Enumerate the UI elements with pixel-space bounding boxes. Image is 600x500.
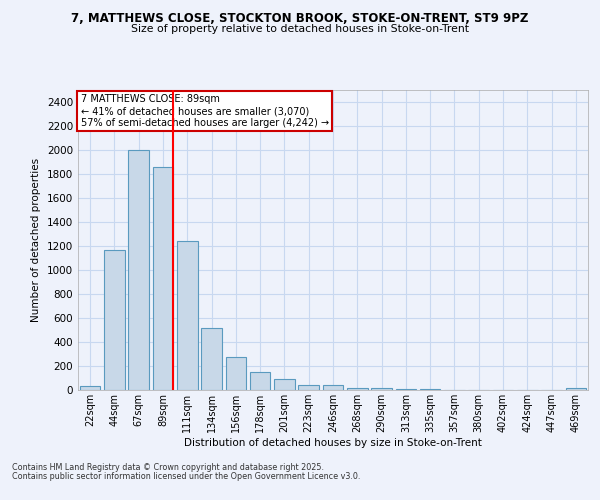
X-axis label: Distribution of detached houses by size in Stoke-on-Trent: Distribution of detached houses by size … xyxy=(184,438,482,448)
Bar xyxy=(347,388,368,390)
Bar xyxy=(177,241,197,390)
Bar xyxy=(80,386,100,390)
Bar xyxy=(152,167,173,390)
Bar xyxy=(128,150,149,390)
Bar xyxy=(104,250,125,390)
Bar xyxy=(566,388,586,390)
Bar xyxy=(226,357,246,390)
Bar xyxy=(323,384,343,390)
Bar xyxy=(371,388,392,390)
Bar xyxy=(298,384,319,390)
Text: Size of property relative to detached houses in Stoke-on-Trent: Size of property relative to detached ho… xyxy=(131,24,469,34)
Bar xyxy=(201,328,222,390)
Text: Contains HM Land Registry data © Crown copyright and database right 2025.: Contains HM Land Registry data © Crown c… xyxy=(12,464,324,472)
Bar xyxy=(274,379,295,390)
Y-axis label: Number of detached properties: Number of detached properties xyxy=(31,158,41,322)
Text: 7, MATTHEWS CLOSE, STOCKTON BROOK, STOKE-ON-TRENT, ST9 9PZ: 7, MATTHEWS CLOSE, STOCKTON BROOK, STOKE… xyxy=(71,12,529,26)
Bar xyxy=(250,372,271,390)
Text: Contains public sector information licensed under the Open Government Licence v3: Contains public sector information licen… xyxy=(12,472,361,481)
Text: 7 MATTHEWS CLOSE: 89sqm
← 41% of detached houses are smaller (3,070)
57% of semi: 7 MATTHEWS CLOSE: 89sqm ← 41% of detache… xyxy=(80,94,329,128)
